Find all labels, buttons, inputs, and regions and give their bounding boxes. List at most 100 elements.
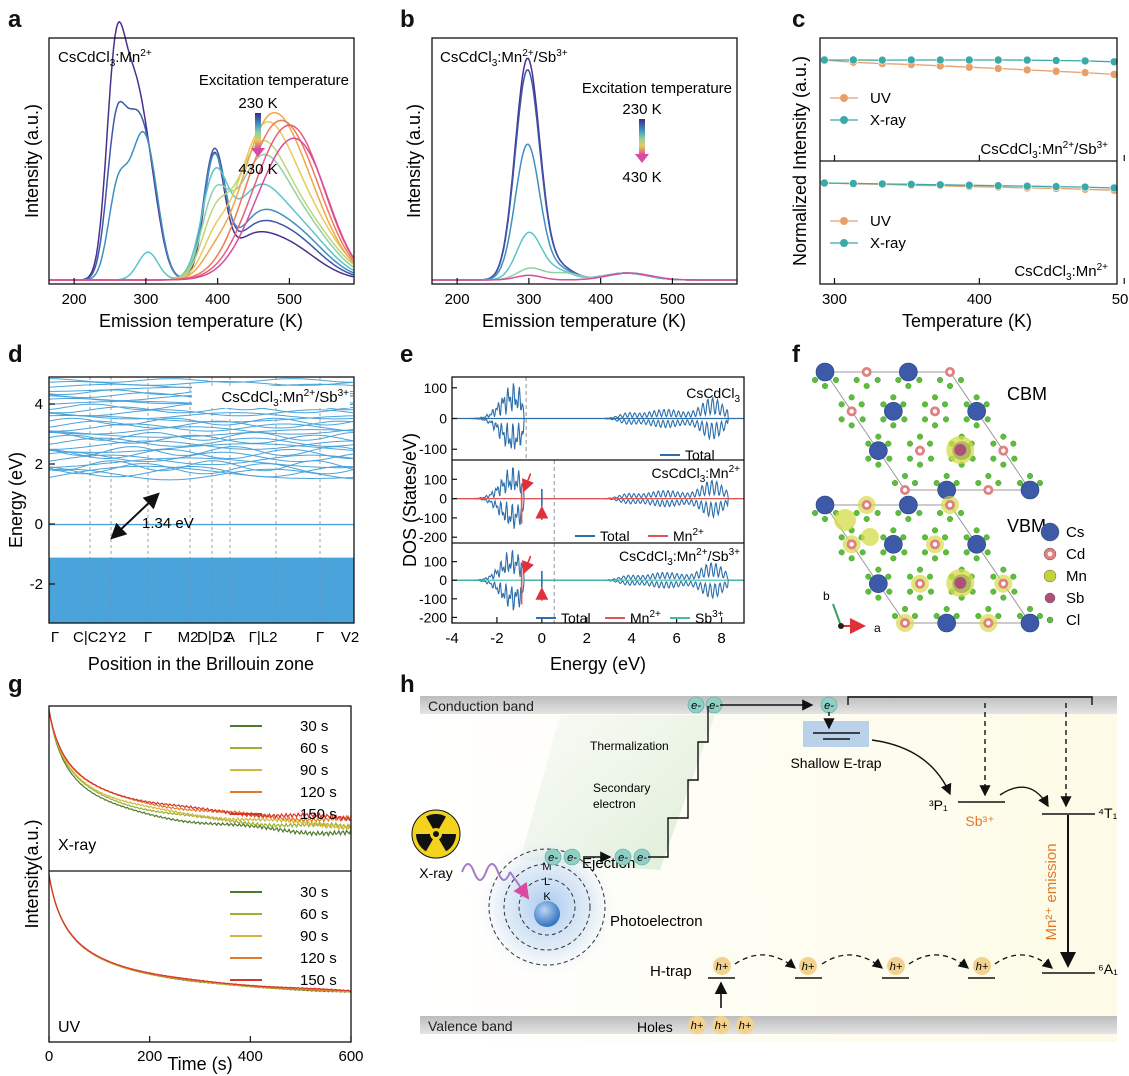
panel-e-xlabel: Energy (eV) (550, 654, 646, 674)
cl-atom (973, 555, 980, 562)
panel-a-legend-title: Excitation temperature (199, 72, 349, 89)
panel-b-legend-top: 230 K (622, 101, 661, 118)
cl-atom (907, 588, 914, 595)
cl-atom (1011, 588, 1018, 595)
axis-a: a (874, 621, 881, 635)
cl-atom (853, 510, 860, 517)
conduction-band-line (48, 463, 354, 475)
data-point (935, 55, 945, 65)
kpoint-label: Γ (144, 629, 152, 646)
cl-atom (995, 613, 1002, 620)
legend-marker (840, 217, 848, 225)
y-tick-label: 2 (35, 456, 43, 473)
shell-l-label: L (544, 876, 550, 888)
electron (687, 696, 705, 714)
panel-letter-d: d (8, 341, 23, 368)
cl-atom (1000, 594, 1007, 601)
xray-wave (461, 863, 511, 881)
cl-atom (863, 516, 870, 523)
panel-c-curves: UV X-ray UV X-ray (820, 55, 1119, 252)
panel-h-holes: h+ h+ h+ h+ h+ h+ h+ (688, 954, 1053, 1034)
cl-atom (812, 377, 819, 384)
data-point (820, 178, 829, 188)
y-tick-label: -100 (419, 591, 447, 607)
a1-label: ⁶A₁ (1098, 961, 1118, 977)
cd-atom-core (932, 409, 938, 414)
data-point (1051, 66, 1061, 76)
cl-atom (907, 573, 914, 580)
cs-atom (937, 480, 956, 500)
cl-atom (885, 573, 892, 580)
data-point (906, 180, 916, 189)
data-point (849, 55, 858, 65)
kpoint-label: Γ (51, 629, 59, 646)
cl-atom (880, 549, 887, 556)
conduction-band-line (48, 465, 354, 478)
data-point (1022, 181, 1032, 191)
data-point (1022, 65, 1032, 75)
kpoint-label: M2 (178, 629, 199, 646)
cl-atom (1026, 606, 1033, 613)
cl-atom (943, 416, 950, 423)
data-point (1109, 70, 1119, 79)
cl-atom (927, 440, 934, 447)
shell-k-label: K (543, 891, 551, 903)
hole-label: h+ (716, 961, 729, 973)
cd-atom-core (849, 409, 854, 414)
cd-atom-core (1001, 581, 1006, 586)
shell-m-label: M (542, 861, 551, 873)
legend-cd-label: Cd (1066, 546, 1085, 563)
conduction-band-line (48, 443, 354, 453)
dos-total-curve (452, 498, 744, 529)
mn-emission-label: Mn²⁺ emission (1043, 843, 1060, 940)
conduction-band-line (48, 409, 354, 417)
x-tick-label: -4 (445, 630, 458, 647)
cl-atom (848, 422, 855, 429)
panel-letter-a: a (8, 6, 22, 33)
panel-a-frame (48, 37, 355, 285)
legend-total: Total (561, 610, 591, 626)
cl-atom (975, 480, 982, 487)
cd-atom-core (1001, 448, 1006, 453)
panel-b-xlabel: Emission temperature (K) (482, 311, 686, 331)
panel-h-beam (520, 715, 715, 870)
panel-g-decay: 0 200 400 600 30 s 60 s 90 s 120 s 150 s 30 s 60 … (22, 705, 364, 1074)
x-tick-label: 4 (628, 630, 636, 647)
panel-b-frame (431, 37, 738, 285)
panel-e-curves (452, 377, 744, 623)
cl-atom (963, 534, 970, 541)
panel-b-sample-label: CsCdCl3:Mn2+/Sb3+ (440, 48, 568, 69)
kpoint-label: D|D2 (197, 629, 231, 646)
cl-atom (922, 401, 929, 408)
cl-atom (907, 440, 914, 447)
x-tick-label: 0 (45, 1048, 53, 1065)
hole (799, 957, 817, 975)
kpoint-label: Γ|L2 (249, 629, 278, 646)
cl-atom (922, 534, 929, 541)
t1-label: ⁴T₁ (1098, 805, 1118, 821)
cd-atom-core (917, 581, 923, 586)
conduction-band-line (48, 460, 354, 472)
cl-atom (859, 416, 866, 423)
cl-atom (859, 549, 866, 556)
legend-cd-core (1047, 551, 1053, 557)
conduction-band-line (48, 423, 354, 432)
legend-label: X-ray (870, 112, 906, 129)
legend-label: 120 s (300, 784, 337, 801)
photoelectron-label: Photoelectron (610, 913, 703, 930)
cl-atom (932, 527, 939, 534)
data-point (1080, 56, 1090, 66)
x-tick-label: 400 (238, 1048, 263, 1065)
cd-atom-core (917, 448, 923, 453)
y-tick-label: -100 (419, 510, 447, 526)
cs-atom (884, 535, 903, 554)
legend-sb-marker (1044, 592, 1056, 604)
htrap-label: H-trap (650, 963, 692, 980)
electron (544, 848, 562, 866)
cl-atom (958, 510, 965, 517)
xray-label: X-ray (419, 865, 452, 881)
cl-atom (1017, 613, 1024, 620)
cl-atom (947, 516, 954, 523)
trap-to-p1-arrow (871, 739, 952, 796)
cl-atom (963, 416, 970, 423)
